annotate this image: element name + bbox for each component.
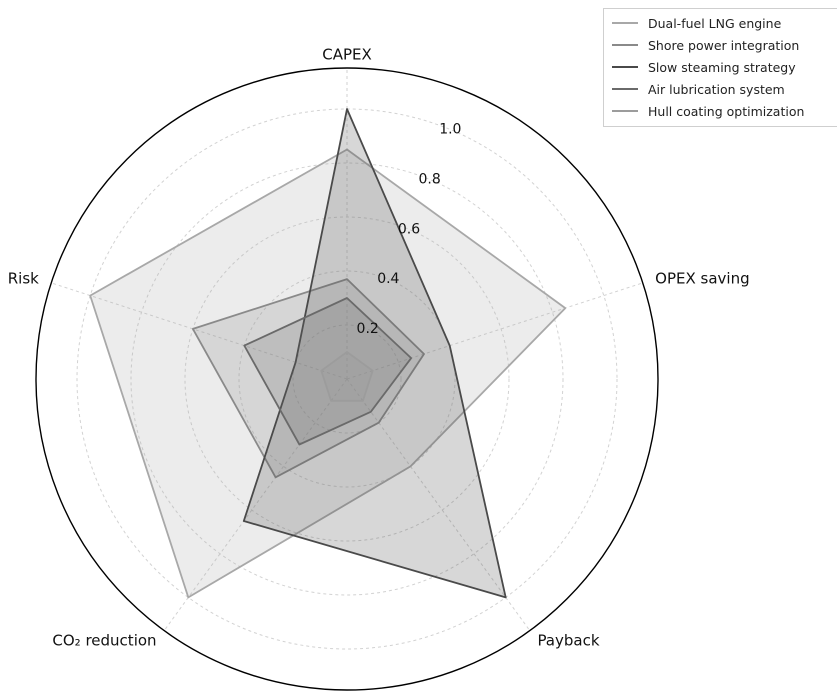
r-tick-label-1: 0.2 bbox=[357, 321, 379, 337]
spoke-2 bbox=[346, 282, 643, 380]
legend: Dual-fuel LNG engine Shore power integrat… bbox=[603, 8, 837, 127]
legend-item: Hull coating optimization bbox=[604, 100, 837, 122]
series-polygon-1 bbox=[89, 148, 567, 599]
spoke-5 bbox=[51, 282, 348, 380]
radar-grid bbox=[51, 68, 643, 650]
legend-item: Air lubrication system bbox=[604, 78, 837, 100]
axis-labels: CAPEX OPEX saving Payback CO₂ reduction Risk bbox=[8, 46, 750, 650]
radial-tick-labels: 0.2 0.4 0.6 0.8 1.0 bbox=[357, 122, 462, 338]
axis-label-2: OPEX saving bbox=[655, 269, 749, 287]
axis-label-3: Payback bbox=[537, 632, 599, 650]
spoke-4 bbox=[164, 378, 348, 631]
spoke-3 bbox=[346, 378, 530, 631]
series-polygon-2 bbox=[191, 278, 425, 479]
r-tick-label-2: 0.4 bbox=[377, 271, 399, 287]
legend-item: Shore power integration bbox=[604, 34, 837, 56]
legend-item: Dual-fuel LNG engine bbox=[604, 12, 837, 34]
outer-frame bbox=[35, 67, 659, 691]
legend-label: Air lubrication system bbox=[648, 81, 785, 97]
legend-swatch bbox=[612, 88, 638, 90]
axis-label-1: CAPEX bbox=[322, 46, 372, 64]
r-tick-label-3: 0.6 bbox=[398, 221, 420, 237]
axis-label-5: Risk bbox=[8, 269, 39, 287]
legend-swatch bbox=[612, 66, 638, 68]
legend-label: Shore power integration bbox=[648, 37, 800, 53]
axis-label-4: CO₂ reduction bbox=[52, 632, 156, 650]
legend-swatch bbox=[612, 22, 638, 24]
legend-swatch bbox=[612, 44, 638, 46]
r-tick-label-4: 0.8 bbox=[419, 171, 441, 187]
legend-label: Dual-fuel LNG engine bbox=[648, 15, 782, 31]
r-tick-label-5: 1.0 bbox=[439, 122, 461, 138]
series-polygon-3 bbox=[242, 108, 507, 599]
legend-item: Slow steaming strategy bbox=[604, 56, 837, 78]
series-polygons bbox=[89, 108, 567, 599]
grid-circle-2 bbox=[238, 270, 456, 488]
series-polygon-5 bbox=[320, 351, 374, 402]
grid-circle-4 bbox=[130, 162, 564, 596]
legend-label: Slow steaming strategy bbox=[648, 59, 796, 75]
grid-circle-5 bbox=[76, 108, 618, 650]
legend-label: Hull coating optimization bbox=[648, 103, 805, 119]
series-polygon-4 bbox=[243, 297, 413, 446]
legend-swatch bbox=[612, 110, 638, 112]
